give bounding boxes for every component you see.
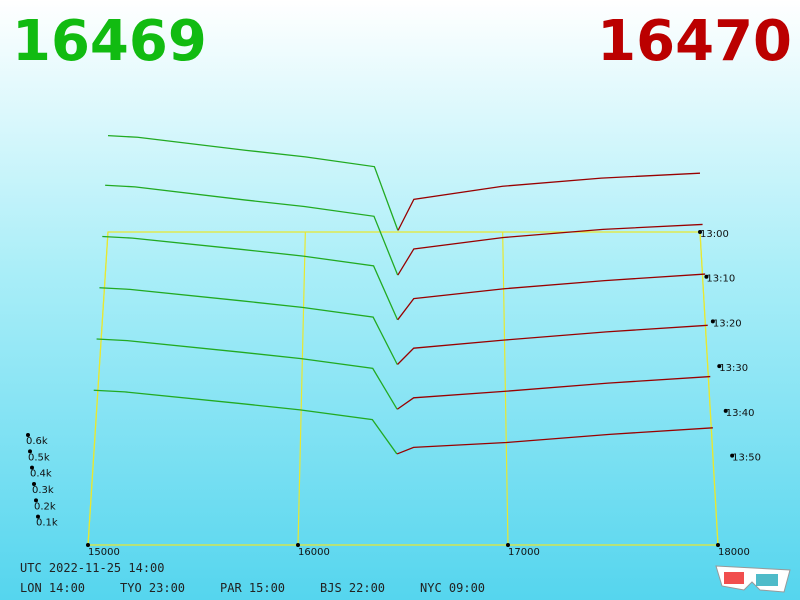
ask-depth-line — [396, 375, 711, 410]
ask-price: 16470 — [597, 9, 792, 74]
tick-dot — [86, 543, 90, 547]
utc-time: UTC 2022-11-25 14:00 — [20, 561, 165, 575]
tick-dot — [704, 274, 709, 279]
z-tick-label: 0.5k — [28, 452, 50, 463]
bid-price: 16469 — [12, 9, 207, 74]
city-time: BJS 22:00 — [320, 581, 385, 595]
bid-depth-line — [102, 235, 399, 321]
z-tick-label: 0.3k — [32, 485, 54, 496]
ask-depth-line — [397, 324, 708, 365]
city-time: LON 14:00 — [20, 581, 85, 595]
tick-dot — [716, 543, 720, 547]
ask-depth-line — [397, 273, 706, 321]
x-tick-label: 17000 — [508, 547, 540, 558]
tick-dot — [296, 543, 300, 547]
tick-dot — [32, 482, 36, 486]
bid-depth-line — [105, 184, 399, 276]
ask-depth-line — [397, 172, 701, 231]
grid-line — [87, 231, 109, 546]
tick-dot — [717, 364, 722, 369]
tick-dot — [698, 230, 702, 234]
time-tick-label: 13:20 — [713, 318, 742, 329]
grid-line — [502, 231, 509, 546]
tick-dot — [28, 449, 32, 454]
tick-dot — [723, 408, 728, 413]
time-tick-label: 13:00 — [700, 229, 729, 240]
bid-depth-line — [107, 134, 399, 231]
tick-dot — [34, 498, 38, 503]
tick-dot — [26, 433, 30, 437]
tick-dot — [36, 514, 40, 519]
z-tick-label: 0.2k — [34, 501, 56, 512]
time-tick-label: 13:30 — [719, 363, 748, 374]
tick-dot — [30, 465, 34, 470]
ask-depth-line — [396, 427, 713, 455]
x-tick-label: 15000 — [88, 547, 120, 558]
tick-dot — [730, 453, 735, 458]
bid-depth-line — [96, 338, 398, 410]
time-tick-label: 13:40 — [726, 408, 755, 419]
time-tick-label: 13:50 — [732, 453, 761, 464]
tick-dot — [710, 319, 715, 324]
z-tick-label: 0.4k — [30, 469, 52, 480]
x-tick-label: 18000 — [718, 547, 750, 558]
city-time: TYO 23:00 — [120, 581, 185, 595]
city-time: NYC 09:00 — [420, 581, 485, 595]
city-time: PAR 15:00 — [220, 581, 285, 595]
x-tick-label: 16000 — [298, 547, 330, 558]
tick-dot — [506, 543, 510, 547]
time-tick-label: 13:10 — [706, 274, 735, 285]
bid-depth-line — [93, 389, 398, 455]
grid-line — [297, 231, 306, 546]
z-tick-label: 0.6k — [26, 436, 48, 447]
grid-line — [699, 231, 719, 546]
ask-depth-line — [397, 223, 703, 276]
z-tick-label: 0.1k — [36, 518, 58, 529]
glasses-icon — [715, 565, 791, 593]
bid-depth-line — [99, 287, 398, 365]
